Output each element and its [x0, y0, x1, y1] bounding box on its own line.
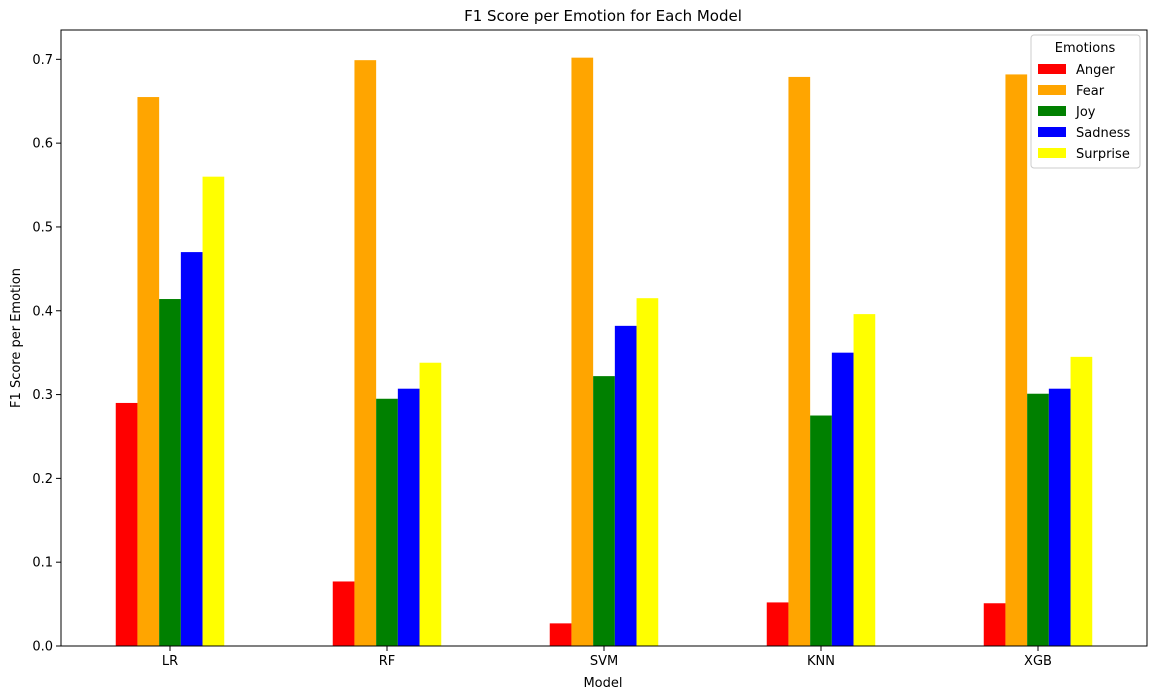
legend-title: Emotions	[1055, 41, 1116, 56]
bar-anger-svm	[549, 623, 572, 646]
bar-surprise-lr	[202, 176, 225, 647]
x-tick-label: XGB	[1024, 654, 1052, 669]
bar-anger-rf	[332, 581, 355, 646]
bar-sadness-rf	[397, 388, 420, 646]
x-tick-label: KNN	[807, 654, 835, 669]
bar-anger-lr	[115, 402, 138, 646]
bar-fear-knn	[788, 76, 811, 647]
bar-sadness-xgb	[1048, 388, 1071, 646]
y-tick-label: 0.5	[32, 220, 53, 235]
bar-surprise-xgb	[1070, 356, 1093, 646]
y-axis: 0.0 0.1 0.2 0.3 0.4 0.5 0.6 0.7	[32, 53, 61, 655]
legend-swatch-fear	[1038, 85, 1066, 95]
y-axis-label: F1 Score per Emotion	[9, 268, 24, 408]
y-tick-label: 0.1	[32, 556, 53, 571]
y-tick-label: 0.6	[32, 137, 53, 152]
bar-sadness-knn	[831, 352, 854, 646]
bar-joy-xgb	[1027, 393, 1049, 646]
x-tick-label: RF	[379, 654, 396, 669]
legend: Emotions Anger Fear Joy Sadness Surprise	[1030, 34, 1141, 169]
x-axis: LR RF SVM KNN XGB	[162, 646, 1052, 669]
bar-anger-xgb	[983, 603, 1006, 646]
legend-label-fear: Fear	[1076, 84, 1105, 99]
bar-joy-rf	[376, 398, 398, 646]
x-axis-label: Model	[583, 676, 622, 691]
bar-joy-svm	[593, 376, 615, 646]
bar-fear-svm	[571, 57, 594, 647]
y-tick-label: 0.3	[32, 388, 53, 403]
y-tick-label: 0.0	[32, 640, 53, 655]
bar-surprise-svm	[636, 298, 659, 646]
y-tick-label: 0.7	[32, 53, 53, 68]
legend-swatch-sadness	[1038, 127, 1066, 137]
y-tick-label: 0.2	[32, 472, 53, 487]
bars-group	[115, 57, 1093, 647]
bar-anger-knn	[766, 602, 789, 646]
legend-swatch-surprise	[1038, 148, 1066, 158]
bar-joy-lr	[159, 299, 181, 646]
legend-label-surprise: Surprise	[1076, 147, 1130, 162]
bar-fear-rf	[354, 60, 377, 647]
bar-fear-lr	[137, 97, 160, 647]
bar-sadness-svm	[614, 325, 637, 646]
bar-fear-xgb	[1005, 74, 1028, 647]
bar-sadness-lr	[180, 252, 203, 646]
legend-label-joy: Joy	[1075, 105, 1096, 120]
legend-label-sadness: Sadness	[1076, 126, 1130, 141]
bar-surprise-rf	[419, 362, 442, 646]
legend-swatch-joy	[1038, 106, 1066, 116]
chart-title: F1 Score per Emotion for Each Model	[464, 7, 742, 25]
bar-joy-knn	[810, 415, 832, 646]
legend-label-anger: Anger	[1076, 63, 1115, 78]
legend-swatch-anger	[1038, 64, 1066, 74]
y-tick-label: 0.4	[32, 304, 53, 319]
bar-surprise-knn	[853, 314, 876, 646]
x-tick-label: LR	[162, 654, 178, 669]
x-tick-label: SVM	[590, 654, 618, 669]
